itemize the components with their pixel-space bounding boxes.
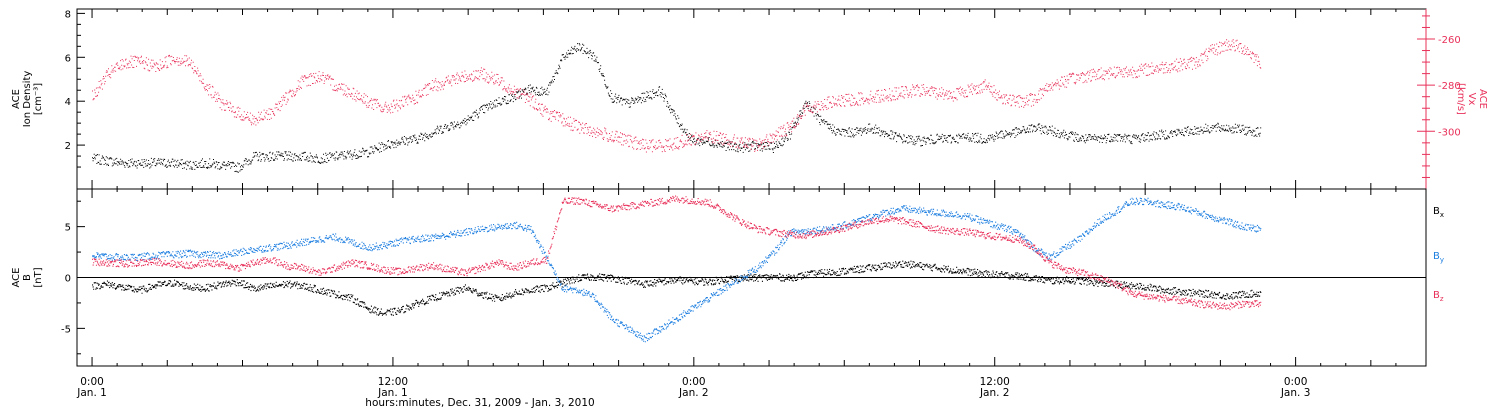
x-tick-time-label: 0:00 [682, 376, 706, 388]
solar-wind-vx-series [92, 39, 1262, 153]
legend-by: By [1433, 251, 1444, 264]
top-left-y-title: ACEIon Density[cm⁻³] [11, 71, 44, 128]
top-right-y-title-line: Vx [1466, 93, 1477, 106]
legend-label-main: B [1433, 251, 1440, 262]
bz-series [92, 195, 1262, 311]
legend-label-main: B [1433, 206, 1440, 217]
bottom-y-tick-label: -5 [61, 324, 71, 335]
right-y-tick-label: -260 [1438, 35, 1461, 46]
right-y-tick-label: -300 [1438, 127, 1461, 138]
x-tick-date-label: Jan. 2 [979, 387, 1010, 399]
x-tick-date-label: Jan. 1 [377, 387, 408, 399]
top-right-y-title-line: [km/s] [1455, 83, 1466, 115]
by-series [92, 197, 1262, 343]
top-right-y-title-line: ACE [1477, 89, 1488, 109]
top-right-y-title: ACEVx[km/s] [1455, 83, 1488, 115]
x-tick-time-label: 12:00 [980, 376, 1010, 388]
right-y-tick-label: -280 [1438, 81, 1461, 92]
x-tick-time-label: 0:00 [80, 376, 104, 388]
top-panel-frame [76, 8, 1427, 190]
bottom-y-title-line: [nT] [33, 267, 44, 287]
x-tick-date-label: Jan. 2 [678, 387, 709, 399]
bottom-y-tick-label: 5 [65, 223, 71, 234]
x-axis-title: hours:minutes, Dec. 31, 2009 - Jan. 3, 2… [365, 397, 594, 409]
x-tick-time-label: 12:00 [378, 376, 408, 388]
bottom-y-title: ACEB[nT] [11, 267, 44, 287]
left-y-tick-label: 6 [65, 53, 71, 64]
legend-label-sub: x [1440, 211, 1444, 219]
legend-label-sub: y [1440, 256, 1444, 264]
legend-bx: Bx [1433, 206, 1444, 219]
ion-density-series [92, 43, 1262, 173]
left-y-tick-label: 8 [65, 9, 71, 20]
top-left-y-title-line: ACE [11, 89, 22, 109]
x-tick-time-label: 0:00 [1284, 376, 1308, 388]
left-y-tick-label: 2 [65, 141, 71, 152]
bottom-y-title-line: ACE [11, 268, 22, 288]
legend-bz: Bz [1433, 290, 1444, 303]
bottom-y-title-line: B [22, 274, 33, 281]
legend-label-sub: z [1440, 295, 1444, 303]
bottom-y-tick-label: 0 [65, 274, 71, 285]
bx-series [92, 260, 1262, 316]
legend-label-main: B [1433, 290, 1440, 301]
x-tick-date-label: Jan. 1 [76, 387, 107, 399]
top-left-y-title-line: Ion Density [22, 71, 33, 128]
top-left-y-title-line: [cm⁻³] [33, 83, 44, 115]
x-tick-date-label: Jan. 3 [1280, 387, 1311, 399]
left-y-tick-label: 4 [65, 97, 71, 108]
